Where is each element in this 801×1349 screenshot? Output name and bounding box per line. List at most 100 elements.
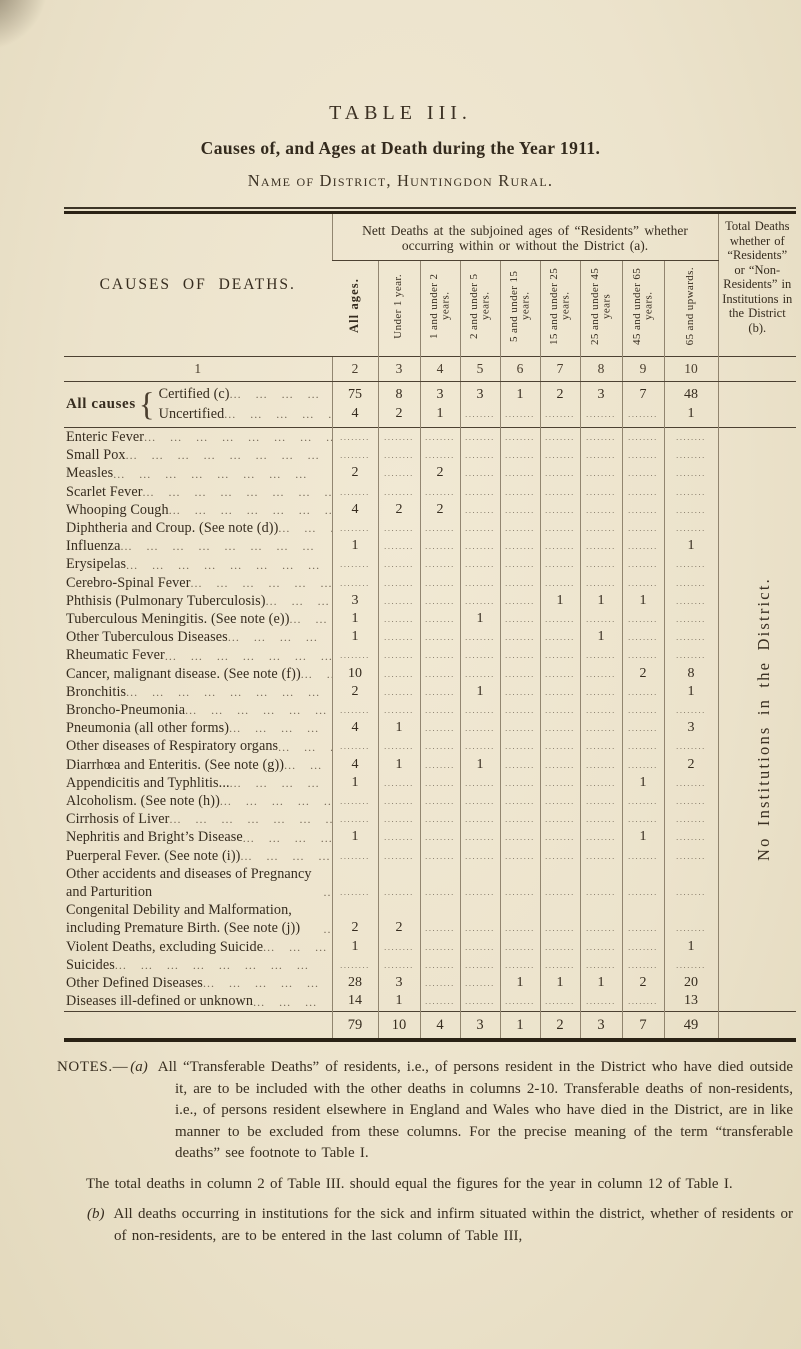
cause-label-cell: Erysipelas xyxy=(64,555,332,573)
leader-dots xyxy=(290,610,332,628)
value-cell-45-65: 2 xyxy=(621,664,664,683)
col-header-2-5-label: 2 and under 5 years. xyxy=(467,273,492,339)
institutions-cell xyxy=(717,846,797,865)
value-cell-15-25: 1 xyxy=(539,591,580,611)
value-cell-2-5: 1 xyxy=(459,755,500,774)
total-45-65: 7 xyxy=(621,1011,664,1040)
value-cell-45-65: ........ xyxy=(621,537,664,556)
value-cell-65-up: 3 xyxy=(663,719,719,738)
institutions-cell xyxy=(717,682,797,702)
leader-dots xyxy=(240,847,331,865)
col-header-45-65-label: 45 and under 65 years. xyxy=(630,267,655,345)
cause-label-cell: Phthisis (Pulmonary Tuberculosis) xyxy=(64,592,332,610)
value-cell-under-1: ........ xyxy=(377,664,420,683)
value-cell-under-1: ........ xyxy=(377,646,420,665)
col-header-65-up-label: 65 and upwards. xyxy=(684,266,697,346)
value-cell-under-1: ........ xyxy=(377,446,420,465)
value-cell-under-1: ........ xyxy=(377,937,420,956)
value-cell-2-5: ........ xyxy=(459,628,500,647)
institutions-cell xyxy=(717,381,797,428)
value-cell-2-5: ........ xyxy=(459,901,500,938)
note-a-text: All “Transferable Deaths” of residents, … xyxy=(157,1059,793,1161)
value-cell-1-2: ........ xyxy=(419,737,460,756)
value-cell-all-ages: 10 xyxy=(331,664,378,683)
note-b: (b) All deaths occurring in institutions … xyxy=(87,1204,794,1247)
value-cell-1-2: 2 xyxy=(419,500,460,520)
title-block: TABLE III. Causes of, and Ages at Death … xyxy=(0,0,801,191)
value-cell-1-2: ........ xyxy=(419,792,460,811)
value-cell-15-25: ........ xyxy=(539,773,580,793)
value-cell-45-65: ........ xyxy=(621,810,664,829)
value-cell-2-5: ........ xyxy=(459,701,500,720)
value-cell-15-25: ........ xyxy=(539,628,580,647)
cause-label-cell: Cerebro-Spinal Fever xyxy=(64,574,332,592)
value-cell-all-ages: 4 xyxy=(331,755,378,774)
value-cell-45-65: 1 xyxy=(621,591,664,611)
institutions-cell xyxy=(717,828,797,847)
value-cell-45-65: ........ xyxy=(621,682,664,702)
cause-label-cell: Bronchitis xyxy=(64,683,332,701)
col-header-1-2-label: 1 and under 2 years. xyxy=(427,273,452,339)
cause-row: Erysipelas ........ ........ ........ ..… xyxy=(64,555,797,574)
leader-dots xyxy=(278,738,331,756)
value-cell-5-15: ........ xyxy=(499,482,540,501)
cause-label-cell: Whooping Cough xyxy=(64,501,332,519)
value-cell-1-2: ........ xyxy=(419,446,460,465)
value-cell-under-1: 1 xyxy=(377,755,420,774)
value-cell-5-15: ........ xyxy=(499,537,540,556)
value-cell-1-2: ........ xyxy=(419,810,460,829)
total-under-1: 10 xyxy=(377,1011,420,1040)
cause-row: Cerebro-Spinal Fever ........ ........ .… xyxy=(64,573,797,592)
cause-row: Nephritis and Bright’s Disease 1 .......… xyxy=(64,828,797,847)
value-cell-5-15: ........ xyxy=(499,792,540,811)
column-number-row: 1 2 3 4 5 6 7 8 9 10 xyxy=(64,356,797,382)
value-cell-25-45: ........ xyxy=(579,992,622,1011)
value-cell-5-15: ........ xyxy=(499,628,540,647)
value-cell-25-45: ........ xyxy=(579,500,622,520)
value-cell-45-65: 1 xyxy=(621,773,664,793)
value-cell-2-5: ........ xyxy=(459,646,500,665)
value-cell-under-1: ........ xyxy=(377,846,420,865)
value-cell-5-15: ........ xyxy=(499,646,540,665)
value-cell-65-up: ........ xyxy=(663,427,719,447)
cause-label-cell: Alcoholism. (See note (h)) xyxy=(64,792,332,810)
cause-row: Diarrhœa and Enteritis. (See note (g)) 4… xyxy=(64,755,797,774)
value-cell-45-65: ........ xyxy=(621,464,664,483)
cause-label: Whooping Cough xyxy=(66,501,169,518)
value-cell-1-2: ........ xyxy=(419,591,460,611)
institutions-cell xyxy=(717,500,797,520)
cause-row: Other diseases of Respiratory organs ...… xyxy=(64,737,797,756)
value-cell-65-up: ........ xyxy=(663,773,719,793)
cause-label-cell: Appendicitis and Typhlitis... xyxy=(64,774,332,792)
institutions-cell xyxy=(717,773,797,793)
institutions-cell xyxy=(717,537,797,556)
cause-label-cell: Other diseases of Respiratory organs xyxy=(64,737,332,755)
district-line: Name of District, Huntingdon Rural. xyxy=(247,171,554,190)
value-cell-15-25: ........ xyxy=(539,846,580,865)
value-cell-1-2: ........ xyxy=(419,682,460,702)
cause-row: Scarlet Fever ........ ........ ........… xyxy=(64,482,797,501)
value-cell-2-5: ........ xyxy=(459,792,500,811)
col-header-15-25-label: 15 and under 25 years. xyxy=(547,267,572,345)
value-cell-2-5: ........ xyxy=(459,464,500,483)
total-5-15: 1 xyxy=(499,1011,540,1040)
cause-row: Measles 2 ........ 2 ........ ........ .… xyxy=(64,464,797,483)
institutions-cell xyxy=(717,555,797,574)
value-cell-all-ages: ........ xyxy=(331,864,378,902)
cause-label: Alcoholism. (See note (h)) xyxy=(66,793,220,810)
cause-label-cell: Diphtheria and Croup. (See note (d)) xyxy=(64,519,332,537)
cause-row: Phthisis (Pulmonary Tuberculosis) 3 ....… xyxy=(64,591,797,611)
value-cell-2-5: 1 xyxy=(459,682,500,702)
value-cell-1-2: ........ xyxy=(419,701,460,720)
value-cell-15-25: ........ xyxy=(539,482,580,501)
col-header-5-15: 5 and under 15 years. xyxy=(499,260,540,357)
cause-label-cell: Tuberculous Meningitis. (See note (e)) xyxy=(64,610,332,628)
value-cell-65-up: 8 xyxy=(663,664,719,683)
note-b-text: All deaths occurring in institutions for… xyxy=(113,1206,794,1244)
cause-row: Cancer, malignant disease. (See note (f)… xyxy=(64,664,797,683)
cause-label-cell: Broncho-Pneumonia xyxy=(64,701,332,719)
value-cell-5-15: ........ xyxy=(499,519,540,538)
leader-dots xyxy=(169,501,332,519)
value-cell-under-1: 1 xyxy=(377,992,420,1011)
value-cell-2-5: ........ xyxy=(459,955,500,975)
